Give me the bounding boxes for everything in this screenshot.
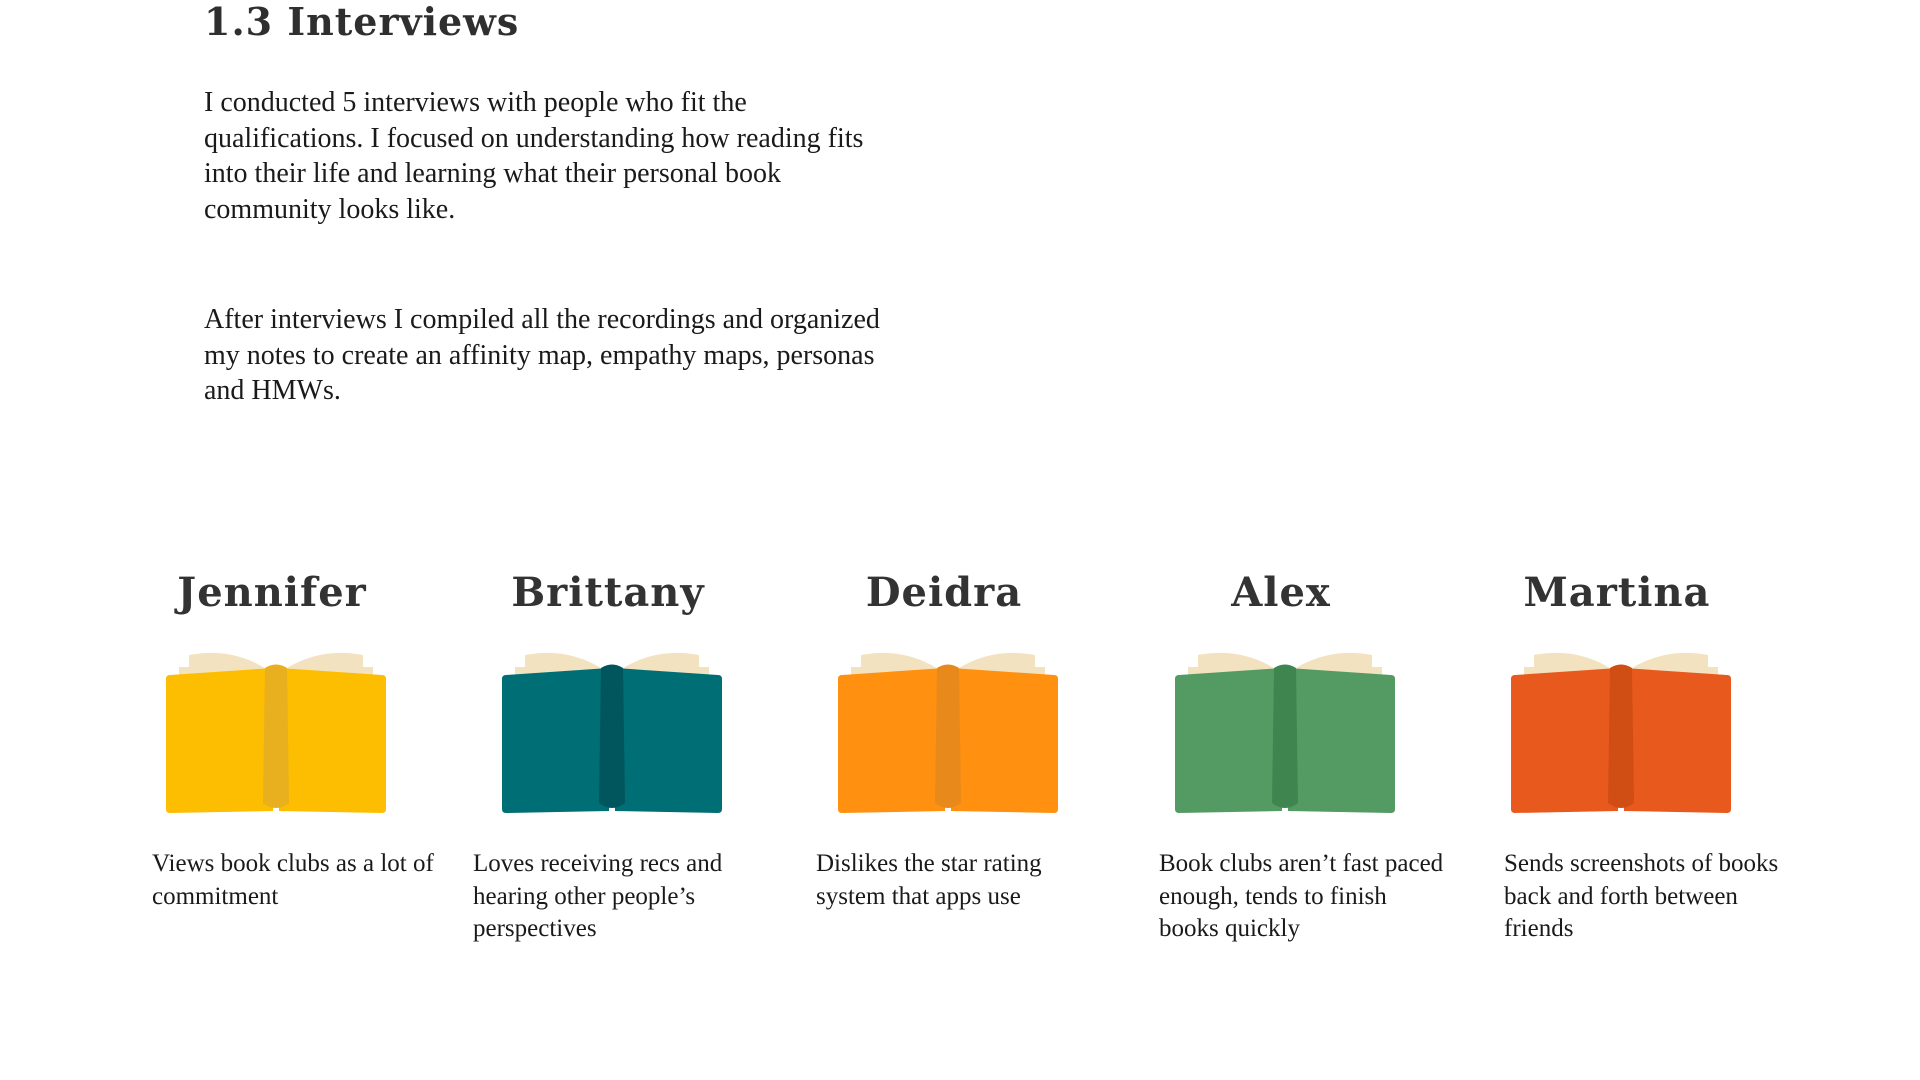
intro-paragraph: I conducted 5 interviews with people who… bbox=[204, 87, 864, 225]
book-spine bbox=[599, 664, 625, 808]
persona-quote: Views book clubs as a lot of commitment bbox=[152, 850, 434, 910]
method-paragraph: After interviews I compiled all the reco… bbox=[204, 304, 880, 406]
book-spine bbox=[1272, 664, 1298, 808]
open-book-icon bbox=[497, 647, 727, 817]
book-cover-right bbox=[951, 668, 1058, 813]
persona-quote: Loves receiving recs and hearing other p… bbox=[473, 850, 723, 942]
book-cover-left bbox=[838, 668, 945, 813]
book-cover-left bbox=[1511, 668, 1618, 813]
book-spine bbox=[263, 664, 289, 808]
book-spine bbox=[935, 664, 961, 808]
open-book-icon bbox=[1506, 647, 1736, 817]
persona-quote: Book clubs aren’t fast paced enough, ten… bbox=[1159, 850, 1444, 942]
book-spine bbox=[1608, 664, 1634, 808]
book-cover-left bbox=[502, 668, 609, 813]
book-cover-left bbox=[1175, 668, 1282, 813]
book-cover-right bbox=[1624, 668, 1731, 813]
persona-quote: Dislikes the star rating system that app… bbox=[816, 850, 1042, 910]
book-cover-right bbox=[1288, 668, 1395, 813]
section-title: 1.3 Interviews bbox=[204, 0, 520, 44]
book-cover-left bbox=[166, 668, 273, 813]
persona-name: Martina bbox=[1523, 569, 1711, 616]
persona-quote: Sends screenshots of books back and fort… bbox=[1504, 850, 1779, 942]
persona-name: Alex bbox=[1231, 569, 1331, 616]
open-book-icon bbox=[161, 647, 391, 817]
book-cover-right bbox=[279, 668, 386, 813]
book-cover-right bbox=[615, 668, 722, 813]
persona-name: Deidra bbox=[865, 569, 1023, 616]
open-book-icon bbox=[833, 647, 1063, 817]
persona-name: Jennifer bbox=[177, 569, 367, 616]
persona-name: Brittany bbox=[511, 569, 705, 616]
open-book-icon bbox=[1170, 647, 1400, 817]
